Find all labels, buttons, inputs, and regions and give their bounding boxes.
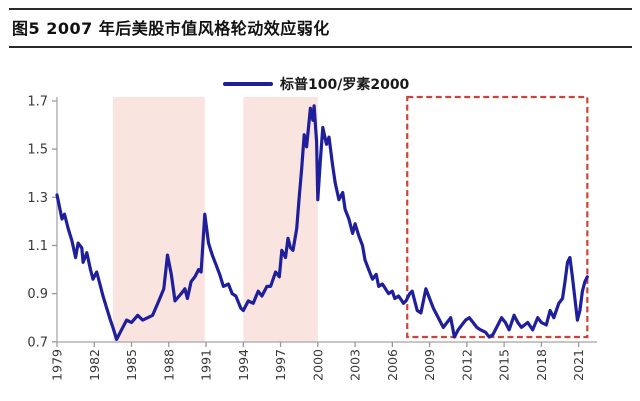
annotation-dashed-box — [406, 95, 589, 339]
x-tick-label: 2006 — [385, 349, 400, 381]
y-tick-label: 0.7 — [27, 335, 48, 350]
y-tick-label: 1.1 — [27, 239, 48, 254]
top-rule — [9, 8, 632, 10]
chart-legend: 标普100/罗素2000 — [0, 74, 640, 94]
y-tick-label: 0.9 — [27, 287, 48, 302]
y-tick-label: 1.5 — [27, 143, 48, 158]
x-tick-label: 1982 — [87, 349, 102, 381]
y-tick-label: 1.7 — [27, 95, 48, 110]
x-tick-label: 1997 — [273, 349, 288, 381]
x-tick-label: 1994 — [236, 349, 251, 381]
figure-title: 图5 2007 年后美股市值风格轮动效应弱化 — [12, 19, 330, 38]
x-tick-label: 2021 — [571, 349, 586, 381]
highlight-band — [112, 97, 205, 342]
x-tick-label: 1979 — [50, 349, 65, 381]
x-tick-label: 1988 — [161, 349, 176, 381]
x-tick-label: 2009 — [422, 349, 437, 381]
x-tick-label: 2000 — [310, 349, 325, 381]
y-tick-label: 1.3 — [27, 191, 48, 206]
legend-label: 标普100/罗素2000 — [280, 77, 410, 93]
x-tick-label: 2018 — [534, 349, 549, 381]
x-tick-label: 2003 — [348, 349, 363, 381]
x-tick-label: 2015 — [497, 349, 512, 381]
x-tick-label: 2012 — [459, 349, 474, 381]
bottom-rule — [9, 46, 632, 48]
x-tick-label: 1991 — [199, 349, 214, 381]
x-tick-label: 1985 — [124, 349, 139, 381]
series-line — [55, 104, 589, 341]
legend-line-swatch — [223, 82, 273, 86]
